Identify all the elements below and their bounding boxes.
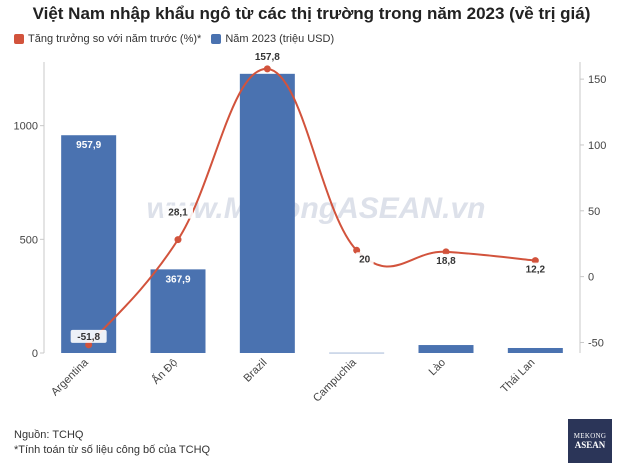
y-right-tick-label: -50 xyxy=(588,337,604,349)
bar-value-label: 367,9 xyxy=(165,274,190,285)
growth-label-bg xyxy=(431,253,461,267)
x-tick-label: Argentina xyxy=(49,356,91,398)
growth-value-label: 20 xyxy=(359,254,371,265)
growth-label-bg xyxy=(70,329,107,343)
growth-value-label: 18,8 xyxy=(436,256,456,267)
growth-value-label: -51,8 xyxy=(77,332,100,343)
y-right-tick-label: 0 xyxy=(588,272,594,284)
x-tick-label: Ấn Độ xyxy=(149,356,180,387)
y-right-tick-label: 100 xyxy=(588,140,606,152)
legend-label-growth: Tăng trưởng so với năm trước (%)* xyxy=(28,33,202,45)
growth-label-bg xyxy=(355,252,374,266)
growth-label-bg xyxy=(163,205,193,219)
bar-1 xyxy=(61,135,117,353)
growth-label-bg xyxy=(249,49,286,63)
footer: Nguồn: TCHQ *Tính toán từ số liệu công b… xyxy=(14,428,210,458)
source-note: Nguồn: TCHQ xyxy=(14,429,84,441)
x-tick-label: Campuchia xyxy=(311,356,359,404)
legend-label-value: Năm 2023 (triệu USD) xyxy=(225,33,335,45)
y-left-tick-label: 0 xyxy=(32,348,38,360)
y-left-tick-label: 1000 xyxy=(14,121,38,133)
logo-line-2: ASEAN xyxy=(574,440,606,450)
growth-value-label: 12,2 xyxy=(526,265,546,276)
growth-point-2 xyxy=(174,236,182,244)
legend-item-value: Năm 2023 (triệu USD) xyxy=(211,33,334,45)
chart-title: Việt Nam nhập khẩu ngô từ các thị trường… xyxy=(32,4,591,23)
growth-value-label: 157,8 xyxy=(255,52,280,63)
growth-point-6 xyxy=(531,257,539,265)
watermark-text: www.MekongASEAN.vn xyxy=(147,192,486,225)
x-tick-label: Brazil xyxy=(242,357,270,385)
bar-4 xyxy=(329,352,385,354)
legend-swatch-growth xyxy=(14,34,24,44)
calculation-note: *Tính toán từ số liệu công bố của TCHQ xyxy=(14,444,211,456)
y-right-tick-label: 50 xyxy=(588,206,600,218)
growth-point-1 xyxy=(85,341,93,349)
bar-6 xyxy=(507,347,563,353)
x-tick-label: Lào xyxy=(427,357,448,378)
bar-value-label: 957,9 xyxy=(76,140,101,151)
bar-3 xyxy=(239,73,295,354)
legend-item-growth: Tăng trưởng so với năm trước (%)* xyxy=(14,33,201,45)
growth-point-3 xyxy=(263,65,271,73)
bar-5 xyxy=(418,345,474,353)
growth-point-5 xyxy=(442,248,450,256)
legend: Tăng trưởng so với năm trước (%)* Năm 20… xyxy=(14,33,334,45)
brand-logo: MEKONG ASEAN xyxy=(568,419,612,463)
y-right-tick-label: 150 xyxy=(588,74,606,86)
x-tick-label: Thái Lan xyxy=(499,357,538,396)
growth-value-label: 28,1 xyxy=(168,208,188,219)
legend-swatch-value xyxy=(211,34,222,44)
y-left-tick-label: 500 xyxy=(20,234,38,246)
growth-point-4 xyxy=(353,246,361,254)
growth-label-bg xyxy=(520,262,551,276)
logo-line-1: MEKONG xyxy=(573,432,607,440)
bar-2 xyxy=(150,269,206,353)
